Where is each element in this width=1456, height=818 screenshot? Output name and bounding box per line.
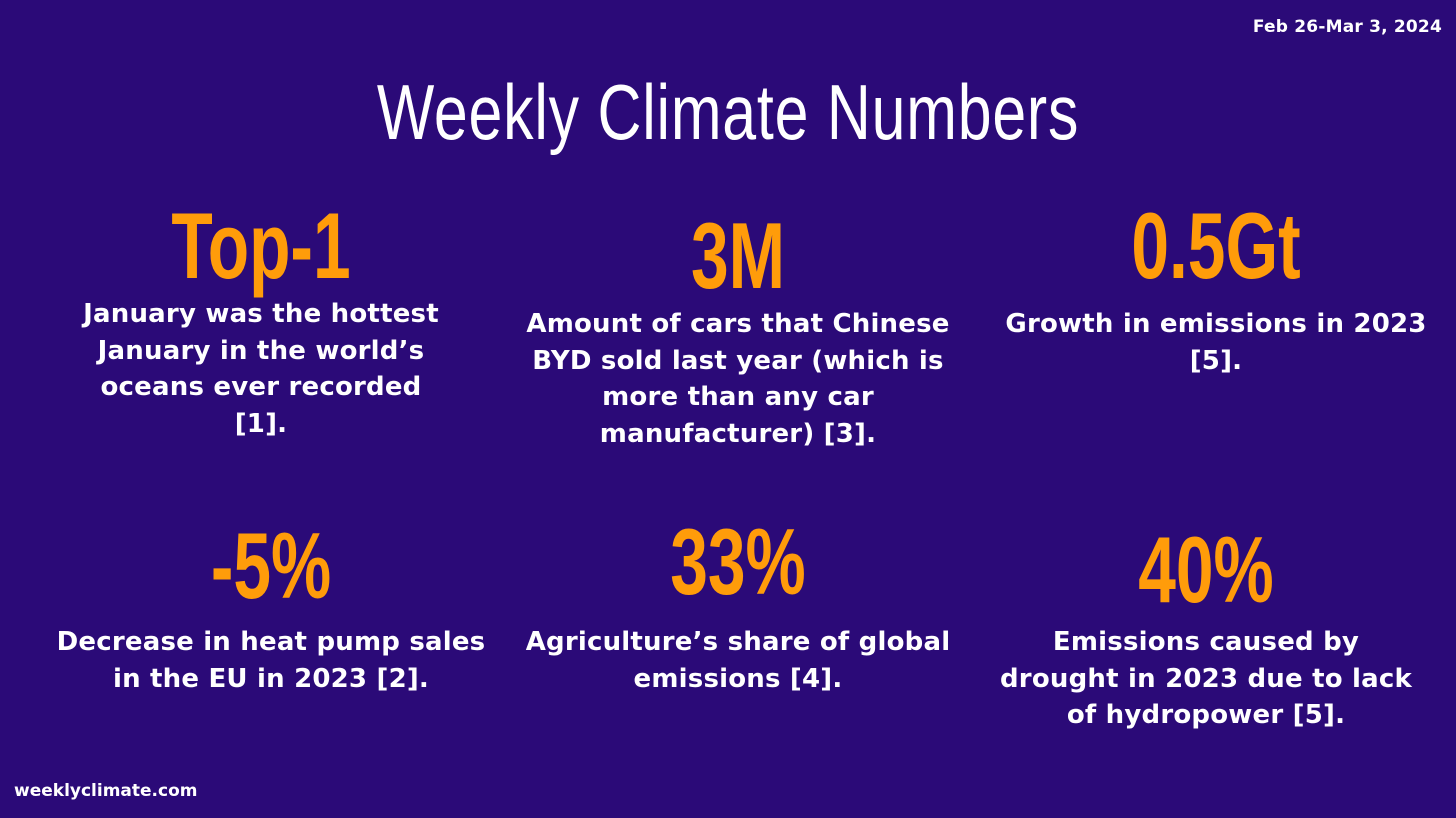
stat-description: Emissions caused by drought in 2023 due … — [999, 627, 1412, 730]
stat-card-hottest-january: Top-1 January was the hottest January in… — [56, 196, 466, 442]
stat-card-emissions-growth: 0.5Gt Growth in emissions in 2023 [5]. — [996, 196, 1436, 379]
page-title: Weekly Climate Numbers — [376, 68, 1080, 156]
date-range: Feb 26-Mar 3, 2024 — [1252, 17, 1442, 37]
stat-card-agriculture: 33% Agriculture’s share of global emissi… — [523, 512, 953, 697]
stat-value: 3M — [690, 203, 786, 308]
stat-description: Agriculture’s share of global emissions … — [525, 627, 951, 694]
stat-description: Decrease in heat pump sales in the EU in… — [56, 627, 486, 694]
stat-value: -5% — [210, 513, 332, 618]
stat-card-byd-cars: 3M Amount of cars that Chinese BYD sold … — [523, 206, 953, 452]
stat-value: 33% — [670, 509, 806, 614]
stat-description: Amount of cars that Chinese BYD sold las… — [526, 309, 950, 449]
stat-card-heat-pumps: -5% Decrease in heat pump sales in the E… — [46, 516, 496, 697]
stat-card-drought: 40% Emissions caused by drought in 2023 … — [996, 520, 1416, 734]
stat-value: Top-1 — [171, 193, 351, 298]
stat-description: Growth in emissions in 2023 [5]. — [1005, 309, 1427, 376]
footer-website: weeklyclimate.com — [14, 781, 198, 801]
stat-description: January was the hottest January in the w… — [83, 299, 439, 439]
stat-value: 40% — [1138, 517, 1274, 622]
stat-value: 0.5Gt — [1131, 193, 1301, 298]
